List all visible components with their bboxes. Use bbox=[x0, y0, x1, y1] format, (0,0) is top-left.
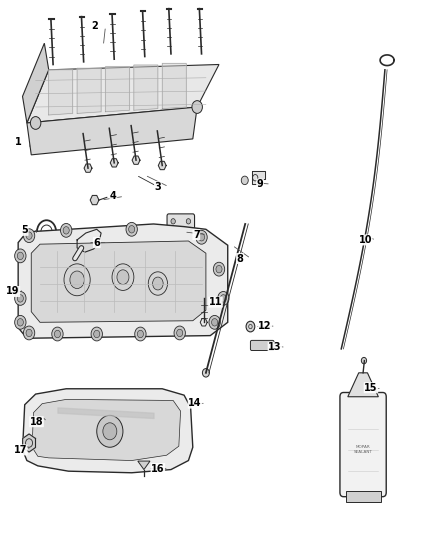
Text: 7: 7 bbox=[193, 230, 200, 240]
Text: 18: 18 bbox=[30, 417, 43, 427]
Circle shape bbox=[209, 316, 220, 329]
Polygon shape bbox=[134, 65, 158, 110]
Text: 16: 16 bbox=[151, 464, 165, 473]
Polygon shape bbox=[158, 161, 166, 169]
Circle shape bbox=[52, 327, 63, 341]
Circle shape bbox=[198, 233, 205, 241]
Circle shape bbox=[14, 292, 26, 305]
Polygon shape bbox=[110, 159, 118, 167]
Polygon shape bbox=[84, 164, 92, 172]
Circle shape bbox=[129, 225, 135, 233]
Text: 12: 12 bbox=[258, 321, 272, 331]
Circle shape bbox=[196, 230, 207, 244]
Circle shape bbox=[246, 321, 255, 332]
Circle shape bbox=[26, 232, 32, 239]
Circle shape bbox=[97, 415, 123, 447]
Circle shape bbox=[64, 264, 90, 296]
Polygon shape bbox=[77, 229, 101, 252]
FancyBboxPatch shape bbox=[251, 341, 274, 351]
Text: 11: 11 bbox=[209, 297, 222, 307]
Circle shape bbox=[112, 264, 134, 290]
Circle shape bbox=[152, 277, 163, 290]
Circle shape bbox=[213, 262, 225, 276]
Circle shape bbox=[218, 292, 229, 305]
Circle shape bbox=[23, 229, 35, 243]
Circle shape bbox=[178, 400, 186, 409]
Polygon shape bbox=[23, 434, 35, 452]
Circle shape bbox=[177, 329, 183, 337]
Circle shape bbox=[91, 327, 102, 341]
Text: 13: 13 bbox=[268, 342, 282, 352]
Circle shape bbox=[126, 222, 138, 236]
Circle shape bbox=[17, 319, 23, 326]
Circle shape bbox=[117, 270, 129, 285]
Polygon shape bbox=[22, 389, 193, 473]
Text: 14: 14 bbox=[188, 398, 202, 408]
Circle shape bbox=[216, 265, 222, 273]
Circle shape bbox=[171, 235, 175, 240]
Polygon shape bbox=[132, 156, 140, 164]
Polygon shape bbox=[27, 107, 197, 155]
Circle shape bbox=[54, 330, 60, 338]
Circle shape bbox=[60, 223, 72, 237]
Circle shape bbox=[63, 227, 69, 234]
FancyBboxPatch shape bbox=[167, 214, 194, 245]
Polygon shape bbox=[138, 461, 150, 470]
Bar bbox=[346, 491, 381, 502]
Circle shape bbox=[202, 368, 209, 377]
Polygon shape bbox=[200, 319, 207, 326]
Polygon shape bbox=[31, 241, 206, 322]
Circle shape bbox=[171, 219, 175, 224]
Text: 6: 6 bbox=[93, 238, 100, 247]
Circle shape bbox=[148, 272, 167, 295]
Text: 15: 15 bbox=[364, 383, 378, 393]
Circle shape bbox=[186, 235, 191, 240]
Text: 5: 5 bbox=[21, 225, 28, 236]
Polygon shape bbox=[90, 196, 99, 205]
Circle shape bbox=[361, 358, 367, 364]
Circle shape bbox=[212, 319, 218, 326]
Text: 8: 8 bbox=[237, 254, 244, 263]
Polygon shape bbox=[18, 224, 228, 338]
Circle shape bbox=[220, 295, 226, 302]
Circle shape bbox=[70, 271, 84, 288]
Circle shape bbox=[17, 295, 23, 302]
Circle shape bbox=[138, 330, 144, 338]
Text: 3: 3 bbox=[155, 182, 161, 192]
Text: 2: 2 bbox=[91, 21, 98, 31]
Polygon shape bbox=[348, 373, 378, 397]
Text: MOPAR
SEALANT: MOPAR SEALANT bbox=[353, 445, 373, 454]
Circle shape bbox=[135, 327, 146, 341]
Polygon shape bbox=[252, 171, 265, 184]
Circle shape bbox=[241, 176, 248, 184]
Circle shape bbox=[26, 329, 32, 337]
Text: 10: 10 bbox=[359, 235, 372, 245]
Circle shape bbox=[23, 326, 35, 340]
Polygon shape bbox=[106, 67, 130, 112]
Circle shape bbox=[14, 249, 26, 263]
Text: 17: 17 bbox=[14, 445, 27, 455]
Text: 9: 9 bbox=[257, 179, 263, 189]
Circle shape bbox=[192, 101, 202, 114]
Text: 4: 4 bbox=[110, 191, 117, 201]
Circle shape bbox=[186, 219, 191, 224]
Text: 1: 1 bbox=[15, 136, 21, 147]
Circle shape bbox=[14, 316, 26, 329]
Circle shape bbox=[17, 252, 23, 260]
Polygon shape bbox=[77, 68, 101, 114]
Text: 19: 19 bbox=[6, 286, 20, 296]
Circle shape bbox=[103, 423, 117, 440]
Circle shape bbox=[30, 117, 41, 130]
Circle shape bbox=[174, 326, 185, 340]
Polygon shape bbox=[49, 70, 73, 115]
Polygon shape bbox=[22, 43, 49, 123]
Polygon shape bbox=[32, 399, 180, 461]
Polygon shape bbox=[27, 64, 219, 123]
Polygon shape bbox=[162, 63, 186, 109]
FancyBboxPatch shape bbox=[340, 392, 386, 497]
Circle shape bbox=[94, 330, 100, 338]
